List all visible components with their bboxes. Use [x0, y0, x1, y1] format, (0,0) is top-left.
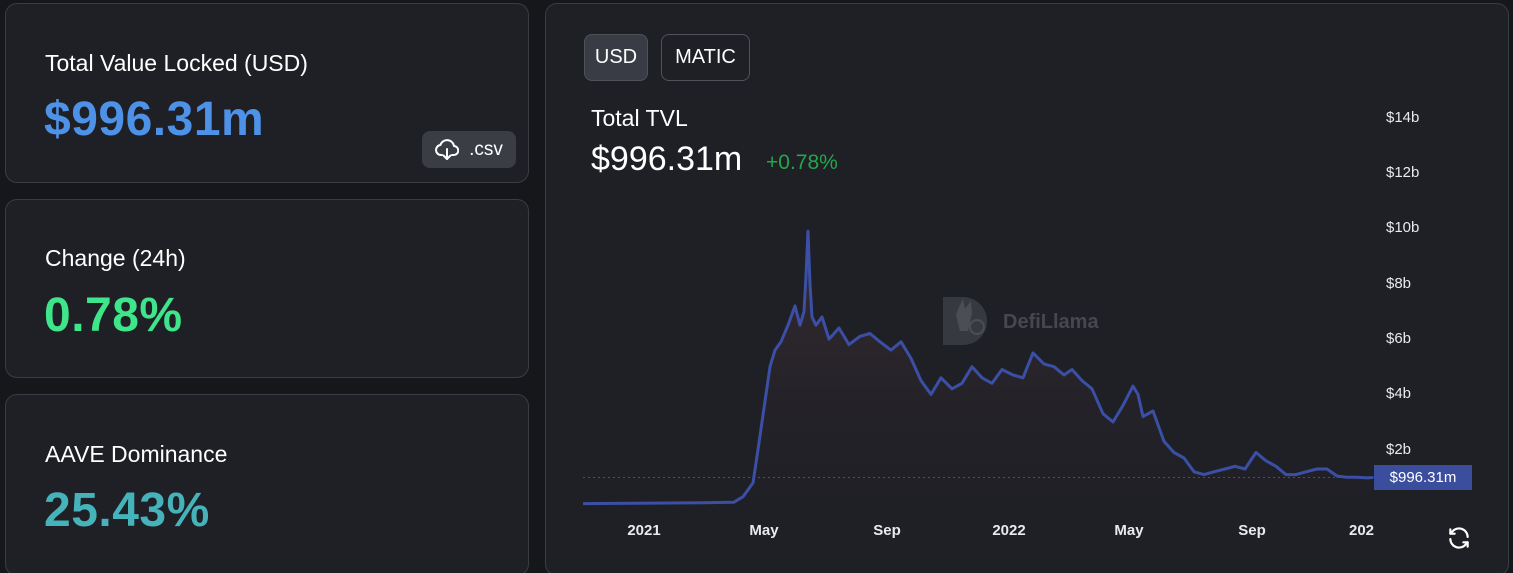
- llama-logo-icon: [943, 297, 987, 345]
- change-card: Change (24h) 0.78%: [5, 199, 529, 378]
- y-tick-label: $10b: [1386, 219, 1420, 237]
- change-value: 0.78%: [44, 289, 183, 342]
- cloud-download-icon: [435, 138, 460, 160]
- x-tick-label: Sep: [1238, 522, 1266, 539]
- toggle-matic[interactable]: MATIC: [661, 34, 750, 81]
- x-tick-label: May: [749, 522, 779, 539]
- x-tick-label: 2021: [627, 522, 661, 539]
- csv-label: .csv: [469, 138, 503, 160]
- chart-panel: USD MATIC Total TVL $996.31m +0.78% Defi…: [545, 3, 1509, 573]
- chart-value: $996.31m: [591, 140, 743, 178]
- x-tick-label: Sep: [873, 522, 901, 539]
- dominance-value: 25.43%: [44, 484, 210, 537]
- tvl-chart: [582, 229, 1374, 506]
- dominance-label: AAVE Dominance: [45, 441, 228, 467]
- change-label: Change (24h): [45, 245, 186, 271]
- chart-title: Total TVL: [591, 105, 688, 131]
- tvl-line: [582, 229, 1374, 506]
- y-tick-label: $6b: [1386, 330, 1412, 348]
- y-tick-label: $12b: [1386, 164, 1420, 182]
- watermark: DefiLlama: [939, 293, 1099, 351]
- y-tick-label: $4b: [1386, 385, 1412, 403]
- tvl-card: Total Value Locked (USD) $996.31m .csv: [5, 3, 529, 183]
- csv-download-button[interactable]: .csv: [422, 131, 516, 168]
- x-tick-label: 202: [1349, 522, 1375, 539]
- x-tick-label: 2022: [992, 522, 1026, 539]
- refresh-icon[interactable]: [1446, 525, 1472, 551]
- y-tick-label: $2b: [1386, 440, 1412, 458]
- tvl-value: $996.31m: [44, 93, 265, 146]
- y-tick-label: $8b: [1386, 274, 1412, 292]
- x-tick-label: May: [1114, 522, 1144, 539]
- current-value-tag: $996.31m: [1374, 465, 1472, 491]
- chart-change: +0.78%: [766, 151, 838, 174]
- dominance-card: AAVE Dominance 25.43%: [5, 394, 529, 573]
- y-tick-label: $14b: [1386, 108, 1420, 126]
- tvl-area: [583, 231, 1373, 505]
- watermark-text: DefiLlama: [1003, 310, 1099, 333]
- toggle-usd[interactable]: USD: [584, 34, 648, 81]
- tvl-label: Total Value Locked (USD): [45, 50, 308, 76]
